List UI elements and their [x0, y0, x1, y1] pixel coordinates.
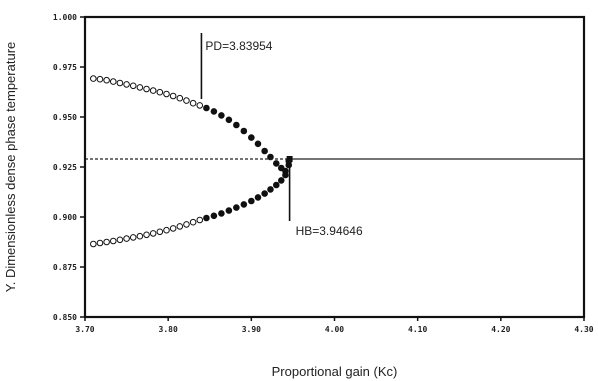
stable-orbit-point — [272, 160, 280, 167]
annotations-layer: PD=3.83954 HB=3.94646 — [200, 33, 363, 238]
x-tick-label: 4.10 — [408, 325, 427, 334]
x-tick-label: 3.90 — [242, 325, 261, 334]
series-layer — [85, 75, 584, 248]
unstable-orbit-point — [103, 76, 110, 84]
unstable-orbit-point — [143, 85, 150, 93]
x-tick-label: 3.80 — [159, 325, 178, 334]
unstable-orbit-point — [103, 238, 110, 246]
stable-orbit-point — [254, 194, 262, 201]
unstable-orbit-point — [116, 79, 124, 87]
x-axis-title: Proportional gain (Kc) — [272, 364, 398, 379]
stable-orbit-point — [277, 177, 285, 184]
unstable-orbit-point — [163, 90, 170, 98]
y-tick-label: 0.925 — [53, 163, 77, 172]
unstable-orbit-point — [149, 230, 157, 237]
y-tick-label: 0.900 — [53, 213, 77, 222]
stable-orbit-point — [225, 116, 233, 124]
unstable-orbit-point — [136, 84, 144, 91]
stable-orbit-point — [285, 161, 293, 169]
unstable-orbit-point — [169, 92, 177, 100]
unstable-orbit-point — [183, 97, 190, 104]
stable-orbit-point — [210, 108, 218, 115]
y-tick-label: 0.975 — [53, 63, 77, 72]
unstable-orbit-point — [143, 231, 150, 239]
unstable-orbit-point — [136, 232, 144, 240]
y-axis-title: Y. Dimensionless dense phase temperature — [3, 42, 18, 293]
hopf-bifurcation-point — [286, 156, 293, 162]
unstable-orbit-point — [163, 226, 170, 234]
x-tick-label: 4.00 — [325, 325, 344, 334]
unstable-orbit-point — [129, 82, 137, 90]
x-tick-label: 4.30 — [574, 325, 593, 334]
unstable-orbit-point — [189, 99, 197, 107]
y-tick-label: 0.850 — [53, 313, 77, 322]
stable-orbit-point — [282, 171, 289, 179]
plot-frame — [83, 15, 586, 319]
stable-orbit-point — [218, 112, 225, 119]
unstable-orbit-point — [176, 223, 184, 230]
unstable-orbit-point — [149, 87, 157, 94]
stable-orbit-point — [267, 186, 274, 193]
stable-orbit-point — [218, 210, 225, 217]
unstable-orbit-point — [129, 234, 137, 241]
stable-orbit-point — [261, 190, 268, 197]
unstable-orbit-point — [109, 237, 117, 245]
unstable-orbit-point — [189, 218, 197, 226]
unstable-orbit-point — [123, 81, 130, 88]
unstable-orbit-point — [169, 225, 177, 232]
unstable-orbit-point — [176, 94, 184, 102]
y-tick-label: 0.875 — [53, 263, 77, 272]
unstable-orbit-point — [123, 235, 130, 242]
stable-orbit-point — [225, 207, 233, 214]
stable-orbit-point — [248, 197, 255, 205]
y-tick-label: 0.950 — [53, 113, 77, 122]
unstable-orbit-point — [96, 239, 104, 247]
stable-orbit-point — [272, 181, 280, 189]
unstable-orbit-point — [156, 88, 164, 96]
unstable-orbit-point — [96, 75, 104, 83]
stable-orbit-point — [240, 201, 248, 208]
unstable-orbit-point — [183, 221, 190, 228]
unstable-orbit-point — [156, 228, 164, 236]
stable-orbit-point — [233, 121, 240, 129]
stable-orbit-point — [240, 127, 248, 135]
unstable-orbit-point — [196, 102, 204, 109]
hb-annotation: HB=3.94646 — [296, 224, 363, 238]
stable-orbit-point — [203, 104, 210, 112]
unstable-orbit-point — [90, 75, 97, 82]
y-tick-label: 1.000 — [53, 13, 77, 22]
x-tick-label: 3.70 — [75, 325, 94, 334]
unstable-orbit-point — [90, 240, 97, 248]
ticks-layer: 0.850 0.875 0.900 0.925 0.950 0.975 1.000 3.70 3… — [53, 13, 594, 334]
stable-orbit-point — [261, 147, 268, 155]
stable-orbit-point — [203, 214, 210, 222]
stable-orbit-point — [210, 212, 218, 220]
unstable-orbit-point — [109, 78, 117, 85]
unstable-orbit-point — [116, 236, 124, 244]
x-tick-label: 4.20 — [491, 325, 510, 334]
stable-orbit-point — [233, 204, 240, 211]
stable-orbit-point — [248, 134, 255, 141]
stable-orbit-point — [254, 140, 262, 148]
pd-annotation: PD=3.83954 — [205, 39, 272, 53]
unstable-orbit-point — [196, 216, 204, 224]
